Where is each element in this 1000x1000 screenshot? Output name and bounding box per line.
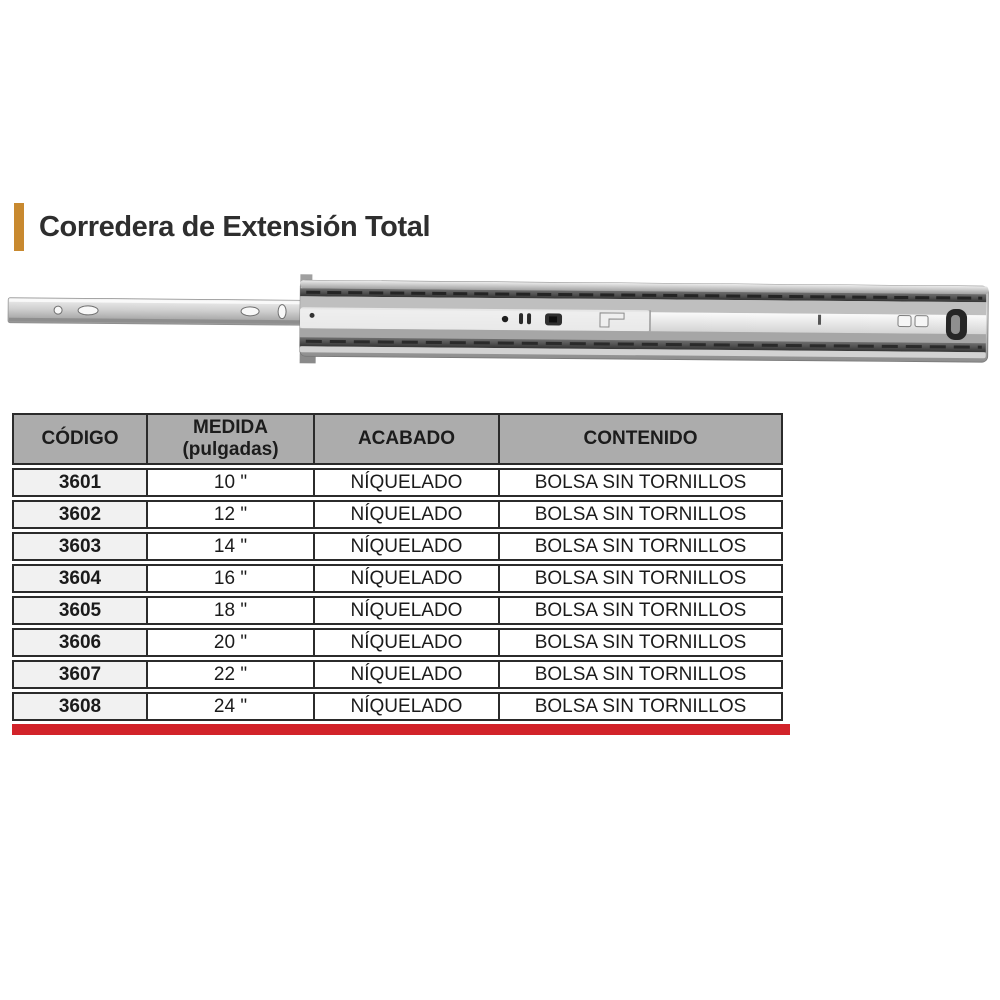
cell-acabado: NÍQUELADO (315, 564, 500, 593)
table-row: 3601 10 " NÍQUELADO BOLSA SIN TORNILLOS (12, 468, 783, 497)
cell-medida: 18 " (148, 596, 315, 625)
cell-medida: 14 " (148, 532, 315, 561)
cell-acabado: NÍQUELADO (315, 500, 500, 529)
cell-codigo: 3608 (12, 692, 148, 721)
cell-contenido: BOLSA SIN TORNILLOS (500, 660, 783, 689)
cell-contenido: BOLSA SIN TORNILLOS (500, 468, 783, 497)
table-header-row: CÓDIGO MEDIDA (pulgadas) ACABADO CONTENI… (12, 413, 783, 465)
cell-medida: 12 " (148, 500, 315, 529)
table-row: 3605 18 " NÍQUELADO BOLSA SIN TORNILLOS (12, 596, 783, 625)
table-bottom-red-bar (12, 724, 790, 735)
cell-acabado: NÍQUELADO (315, 532, 500, 561)
cell-medida: 22 " (148, 660, 315, 689)
column-header-label: ACABADO (357, 428, 456, 450)
column-header-sublabel: (pulgadas) (182, 439, 279, 460)
cell-contenido: BOLSA SIN TORNILLOS (500, 500, 783, 529)
cell-codigo: 3601 (12, 468, 148, 497)
spec-table: CÓDIGO MEDIDA (pulgadas) ACABADO CONTENI… (12, 410, 783, 724)
cell-codigo: 3606 (12, 628, 148, 657)
cell-codigo: 3604 (12, 564, 148, 593)
cell-medida: 16 " (148, 564, 315, 593)
cell-codigo: 3605 (12, 596, 148, 625)
cell-acabado: NÍQUELADO (315, 692, 500, 721)
cell-medida: 24 " (148, 692, 315, 721)
cell-codigo: 3603 (12, 532, 148, 561)
cell-codigo: 3607 (12, 660, 148, 689)
cell-codigo: 3602 (12, 500, 148, 529)
cell-acabado: NÍQUELADO (315, 660, 500, 689)
table-row: 3607 22 " NÍQUELADO BOLSA SIN TORNILLOS (12, 660, 783, 689)
table-row: 3603 14 " NÍQUELADO BOLSA SIN TORNILLOS (12, 532, 783, 561)
cell-acabado: NÍQUELADO (315, 468, 500, 497)
column-header-contenido: CONTENIDO (500, 413, 783, 465)
column-header-label: CONTENIDO (583, 428, 698, 450)
column-header-medida: MEDIDA (pulgadas) (148, 413, 315, 465)
cell-contenido: BOLSA SIN TORNILLOS (500, 628, 783, 657)
cell-medida: 10 " (148, 468, 315, 497)
table-row: 3604 16 " NÍQUELADO BOLSA SIN TORNILLOS (12, 564, 783, 593)
drawer-slide-illustration (7, 274, 989, 364)
title-row: Corredera de Extensión Total (14, 203, 431, 251)
spec-table-block: CÓDIGO MEDIDA (pulgadas) ACABADO CONTENI… (12, 410, 792, 735)
table-row: 3602 12 " NÍQUELADO BOLSA SIN TORNILLOS (12, 500, 783, 529)
column-header-label: CÓDIGO (41, 428, 119, 450)
table-row: 3608 24 " NÍQUELADO BOLSA SIN TORNILLOS (12, 692, 783, 721)
cell-acabado: NÍQUELADO (315, 596, 500, 625)
cell-contenido: BOLSA SIN TORNILLOS (500, 692, 783, 721)
column-header-label: MEDIDA (193, 417, 268, 439)
cell-contenido: BOLSA SIN TORNILLOS (500, 564, 783, 593)
product-photo (0, 272, 1000, 377)
cell-medida: 20 " (148, 628, 315, 657)
cell-acabado: NÍQUELADO (315, 628, 500, 657)
cell-contenido: BOLSA SIN TORNILLOS (500, 532, 783, 561)
column-header-codigo: CÓDIGO (12, 413, 148, 465)
table-row: 3606 20 " NÍQUELADO BOLSA SIN TORNILLOS (12, 628, 783, 657)
cell-contenido: BOLSA SIN TORNILLOS (500, 596, 783, 625)
column-header-acabado: ACABADO (315, 413, 500, 465)
title-accent-bar (14, 203, 24, 251)
page-title: Corredera de Extensión Total (39, 211, 431, 243)
